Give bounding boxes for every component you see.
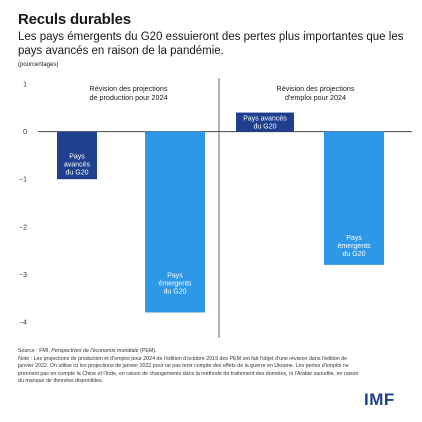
chart-subtitle: Les pays émergents du G20 essuieront des… bbox=[18, 31, 404, 57]
bar bbox=[57, 131, 97, 180]
bar bbox=[236, 112, 294, 132]
chart-note: Source : FMI, Perspectives de l'économie… bbox=[18, 348, 363, 386]
bar bbox=[324, 131, 384, 265]
y-tick-label: 0 bbox=[23, 129, 27, 136]
imf-logo: IMF bbox=[364, 390, 395, 409]
bar bbox=[145, 131, 205, 313]
source-line: Source : FMI, Perspectives de l'économie… bbox=[18, 348, 363, 356]
bar-label: Pays émergents du G20 bbox=[337, 235, 371, 258]
y-tick-label: −2 bbox=[19, 224, 27, 231]
bar-label: Pays émergents du G20 bbox=[158, 272, 192, 295]
y-tick-label: −3 bbox=[19, 272, 27, 279]
source-suffix: (PEM). bbox=[138, 348, 157, 354]
panel-title: Révision des projections de production po… bbox=[90, 84, 168, 102]
y-tick-label: −1 bbox=[19, 177, 27, 184]
bar-label: Pays avancés du G20 bbox=[64, 154, 91, 177]
bar-label: Pays avancés du G20 bbox=[243, 116, 287, 131]
y-tick-label: 1 bbox=[23, 82, 27, 89]
chart-title: Reculs durables bbox=[18, 11, 131, 28]
unit-label: (pourcentages) bbox=[18, 62, 59, 68]
source-prefix: Source : FMI, bbox=[18, 348, 52, 354]
y-tick-label: −4 bbox=[19, 320, 27, 327]
source-title: Perspectives de l'économie mondiale bbox=[51, 348, 139, 354]
panel-title: Révision des projections d'emploi pour 20… bbox=[277, 84, 355, 102]
note-text: Note : Les projections de production et … bbox=[18, 355, 359, 385]
